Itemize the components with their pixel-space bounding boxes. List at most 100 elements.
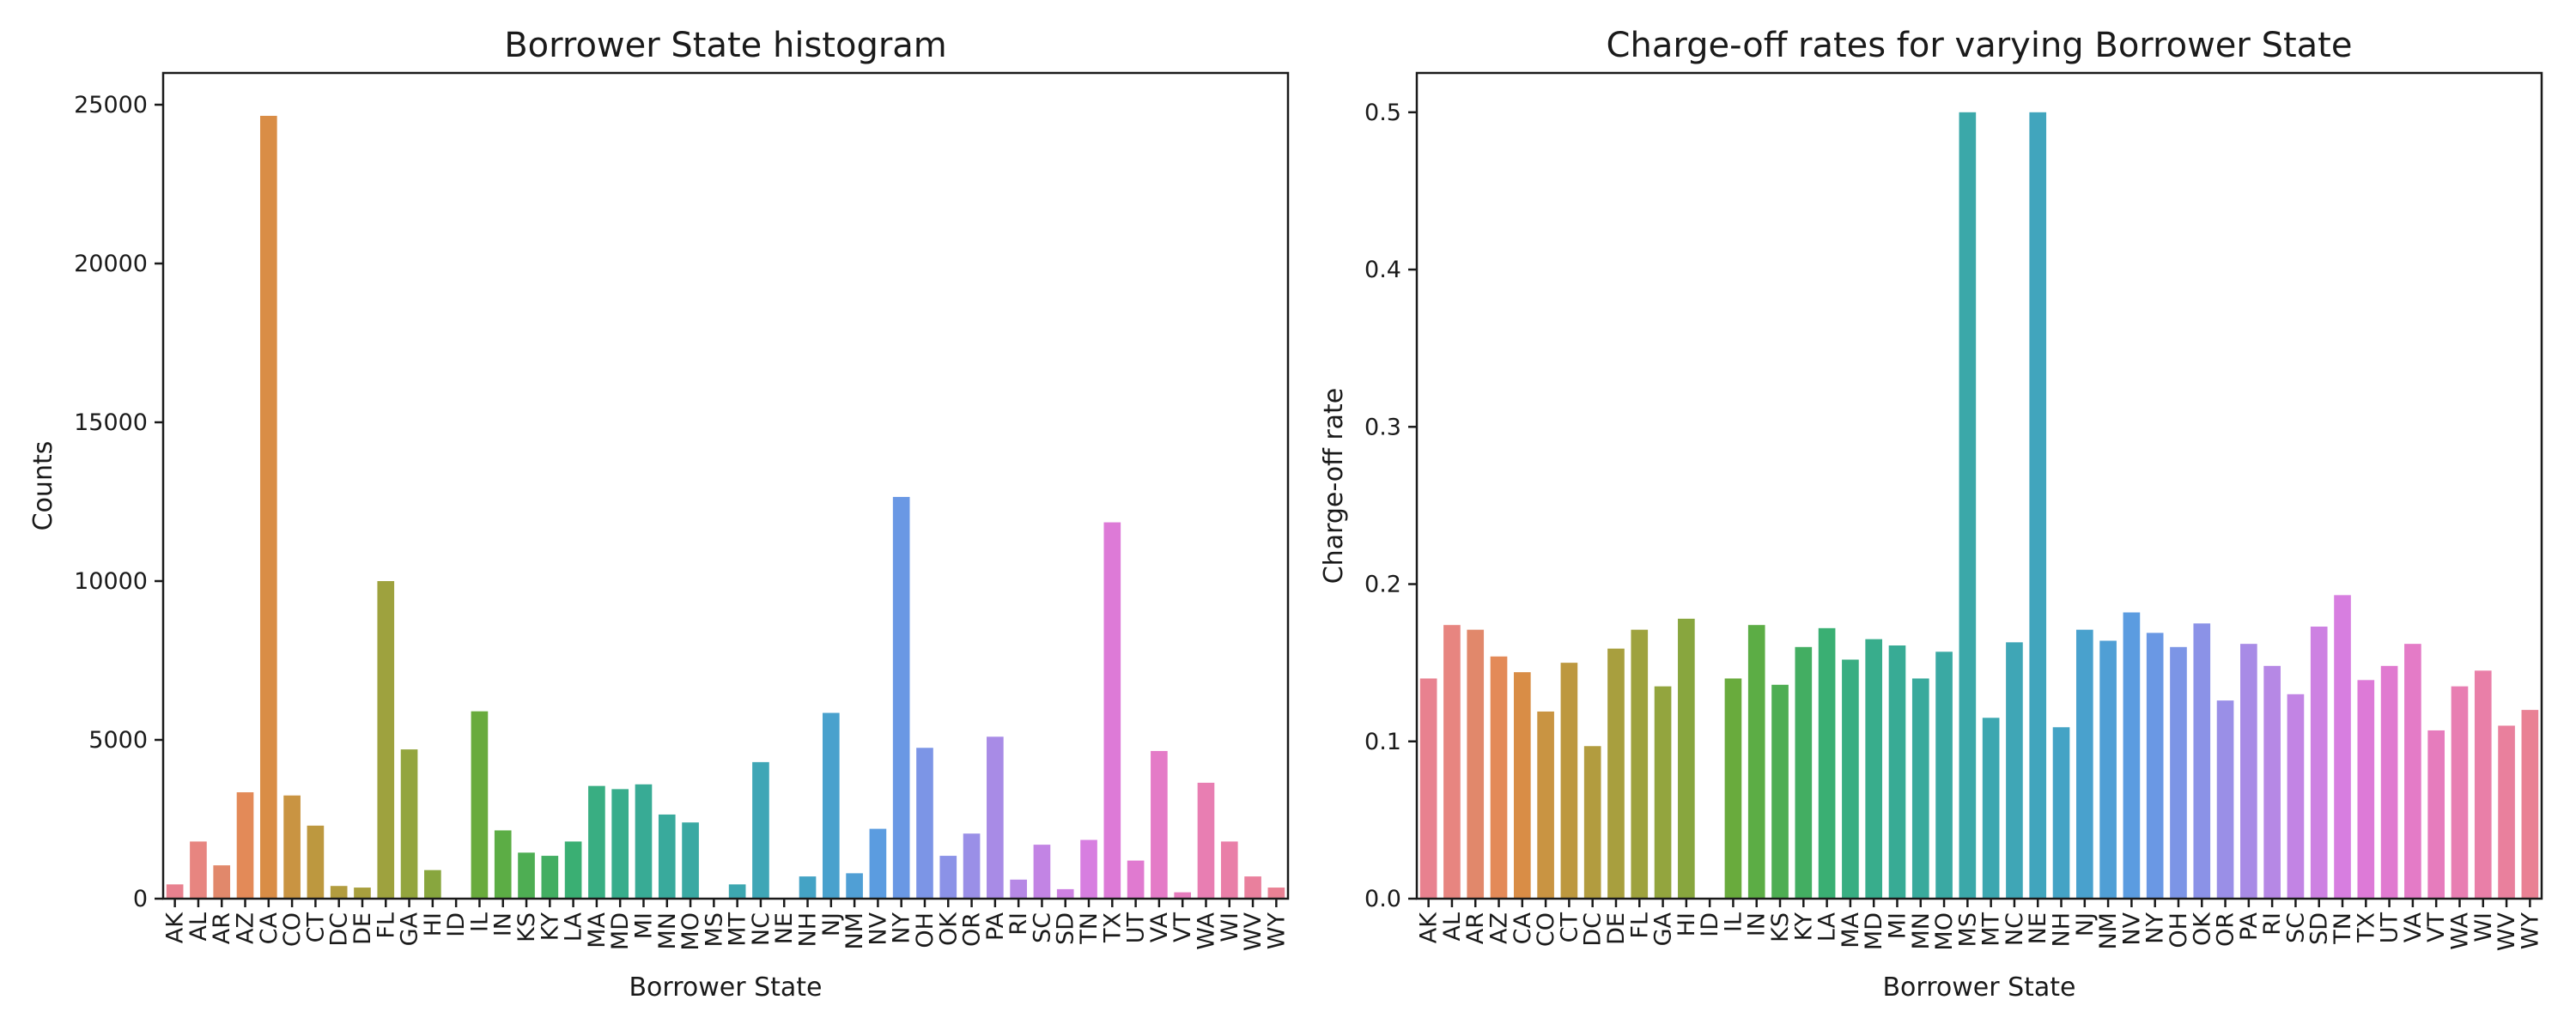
x-tick-label: NE — [771, 912, 798, 944]
x-tick-label: MD — [1861, 912, 1887, 950]
y-axis-label: Charge-off rate — [1319, 388, 1349, 585]
x-tick-label: IN — [490, 912, 517, 936]
bar-sc — [2287, 694, 2305, 899]
x-tick-label: NJ — [818, 912, 845, 936]
x-tick-label: IL — [1720, 912, 1747, 932]
x-tick-label: NH — [2049, 912, 2075, 948]
x-tick-label: NH — [795, 912, 822, 948]
y-tick-label: 0.0 — [1364, 886, 1401, 912]
bar-nc — [752, 761, 769, 899]
y-tick-label: 0.3 — [1364, 414, 1401, 440]
bar-ar — [1467, 629, 1485, 899]
x-tick-label: MO — [677, 912, 704, 951]
x-tick-label: CA — [256, 912, 283, 944]
bar-ar — [213, 865, 231, 899]
bar-va — [1151, 750, 1168, 899]
bar-la — [1818, 627, 1836, 899]
x-tick-label: SD — [2306, 912, 2333, 945]
bar-hi — [1678, 618, 1695, 899]
x-tick-label: WV — [2494, 912, 2520, 951]
y-tick-label: 20000 — [74, 251, 148, 277]
x-tick-label: AK — [1416, 912, 1443, 943]
x-tick-label: AL — [1439, 912, 1466, 942]
bar-nj — [2075, 629, 2093, 899]
x-tick-label: OK — [935, 912, 962, 946]
bar-ri — [2263, 665, 2281, 899]
x-tick-label: CT — [302, 912, 329, 943]
x-tick-label: CO — [279, 912, 306, 947]
x-tick-label: FL — [1626, 912, 1653, 939]
bar-oh — [916, 748, 933, 899]
bar-wi — [2474, 670, 2492, 899]
x-tick-label: VA — [1146, 912, 1173, 942]
bar-ca — [259, 115, 277, 899]
x-tick-label: ID — [443, 912, 470, 937]
bar-az — [236, 792, 254, 899]
x-tick-label: OK — [2189, 912, 2215, 946]
bar-ga — [400, 749, 418, 899]
bar-wi — [1220, 841, 1238, 899]
y-tick-label: 0.1 — [1364, 729, 1401, 755]
x-tick-label: CA — [1510, 912, 1536, 944]
bar-va — [2404, 644, 2421, 899]
bar-ny — [892, 496, 910, 899]
x-tick-label: AR — [209, 912, 235, 944]
bar-ct — [307, 825, 325, 899]
bar-vt — [2427, 730, 2445, 899]
y-tick-label: 5000 — [88, 727, 148, 754]
bar-nj — [822, 712, 840, 899]
bar-wa — [2451, 686, 2469, 899]
x-tick-label: AR — [1462, 912, 1489, 944]
x-tick-label: FL — [373, 912, 399, 939]
chart-title: Charge-off rates for varying Borrower St… — [1607, 26, 2353, 65]
bar-in — [1747, 625, 1765, 899]
bar-tn — [2334, 595, 2351, 899]
bar-wv — [2498, 725, 2515, 899]
x-tick-label: MD — [607, 912, 634, 950]
x-tick-label: RI — [1005, 912, 1032, 936]
x-tick-label: HI — [1674, 912, 1700, 936]
x-tick-label: ID — [1697, 912, 1723, 937]
x-tick-label: MS — [1954, 912, 1981, 947]
bar-ky — [541, 856, 559, 899]
x-tick-label: MN — [1908, 912, 1935, 950]
x-tick-label: NJ — [2072, 912, 2099, 936]
bar-ma — [1842, 659, 1859, 899]
x-tick-label: MA — [584, 912, 611, 948]
x-tick-label: KY — [1790, 912, 1817, 942]
bar-nm — [846, 873, 863, 899]
bar-ri — [1010, 879, 1027, 899]
bar-md — [1865, 639, 1883, 899]
bar-wy — [1267, 888, 1285, 899]
bar-mo — [1935, 651, 1953, 899]
bar-nh — [2052, 727, 2070, 899]
x-axis-label: Borrower State — [1882, 972, 2075, 1003]
bar-pa — [2240, 644, 2257, 899]
bar-mt — [1982, 718, 2000, 899]
x-tick-label: IN — [1744, 912, 1771, 936]
bar-or — [963, 833, 981, 899]
bar-mi — [1888, 645, 1906, 899]
x-tick-label: SC — [1029, 912, 1055, 943]
bar-tx — [1103, 522, 1121, 899]
bar-fl — [377, 581, 395, 899]
bar-il — [471, 711, 489, 899]
bar-pa — [987, 736, 1004, 899]
bar-al — [1443, 625, 1461, 899]
chart-title: Borrower State histogram — [504, 26, 947, 65]
bar-ok — [2193, 623, 2211, 899]
x-tick-label: SC — [2282, 912, 2309, 943]
x-tick-label: AK — [162, 912, 189, 943]
bar-sc — [1033, 845, 1051, 899]
x-tick-label: NC — [748, 912, 775, 946]
y-tick-label: 25000 — [74, 92, 148, 118]
x-tick-label: SD — [1053, 912, 1079, 945]
x-tick-label: OR — [2213, 912, 2239, 947]
x-tick-label: NY — [889, 912, 915, 944]
bar-dc — [1583, 746, 1601, 899]
bar-az — [1490, 656, 1508, 899]
x-tick-label: HI — [420, 912, 447, 936]
bar-in — [494, 830, 512, 899]
x-tick-label: DC — [326, 912, 353, 947]
